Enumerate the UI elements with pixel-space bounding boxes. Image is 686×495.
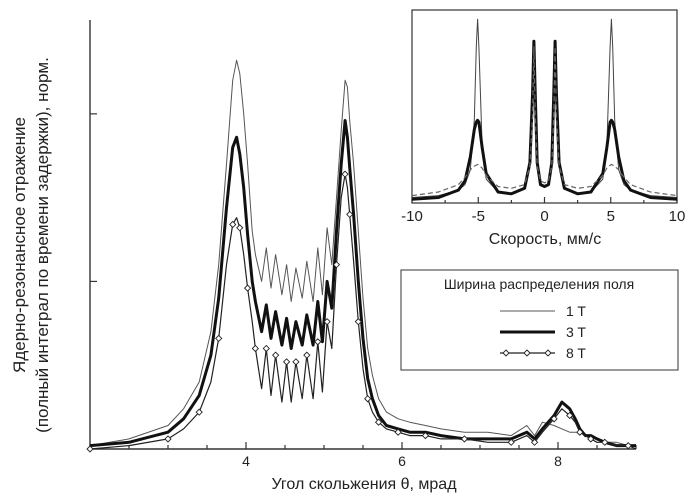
series-marker-8T: [262, 344, 270, 353]
inset-axes: [411, 9, 678, 204]
inset-series-line-dashed: [411, 46, 678, 197]
x-tick-label: 8: [554, 453, 562, 469]
series-marker-8T: [460, 435, 469, 443]
y-axis-label-line-2: (полный интеграл по времени задержки), н…: [33, 57, 52, 433]
series-marker-8T: [215, 334, 223, 343]
series-marker-8T: [229, 220, 237, 229]
inset-x-tick-label: 0: [540, 208, 548, 225]
series-marker-8T: [354, 318, 362, 326]
inset-x-tick-label: -10: [401, 208, 423, 225]
inset-series-line-thick: [411, 39, 678, 201]
series-marker-8T: [624, 442, 632, 450]
series-marker-8T: [86, 445, 94, 453]
legend-marker: [544, 349, 552, 357]
series-marker-8T: [303, 351, 311, 359]
inset-x-tick-label: 5: [607, 208, 615, 225]
series-line-1T: [89, 59, 636, 447]
legend-title: Ширина распределения поля: [444, 276, 634, 292]
series-marker-8T: [236, 224, 244, 232]
series-marker-8T: [507, 438, 515, 446]
legend: Ширина распределения поля 1 T 3 T 8 T: [400, 269, 679, 371]
series-marker-8T: [292, 358, 300, 366]
series-marker-8T: [576, 428, 584, 436]
series-marker-8T: [341, 170, 349, 178]
series-marker-8T: [282, 358, 291, 366]
series-marker-8T: [272, 351, 280, 359]
series-marker-8T: [314, 338, 322, 346]
legend-label: 1 T: [566, 303, 586, 319]
legend-marker: [523, 349, 531, 357]
main-ticks: 4 6 8: [89, 113, 637, 469]
series-marker-8T: [421, 431, 430, 440]
x-tick-label: 4: [242, 453, 250, 469]
x-tick-label: 6: [398, 453, 406, 469]
series-marker-8T: [374, 418, 383, 426]
series-marker-8T: [364, 395, 372, 403]
inset-chart: -10 -5 0 5 10 Скорость, мм/с: [401, 9, 685, 248]
series-marker-8T: [346, 210, 354, 219]
series-marker-8T: [195, 408, 203, 416]
inset-series: [411, 18, 678, 201]
inset-x-axis-label: Скорость, мм/с: [489, 231, 601, 248]
x-axis-label: Угол скольжения θ, мрад: [271, 476, 457, 493]
series-line-3T: [89, 119, 636, 448]
series-marker-8T: [164, 435, 172, 443]
legend-entries: 1 T 3 T 8 T: [500, 303, 586, 361]
series-marker-8T: [332, 261, 341, 269]
series-marker-8T: [601, 438, 609, 446]
main-chart: 4 6 8 Угол скольжения θ, мрад Ядерно-резон…: [10, 20, 637, 493]
series-marker-8T: [587, 435, 595, 443]
series-marker-8T: [530, 438, 539, 446]
legend-marker: [502, 349, 510, 357]
y-axis-label-line-1: Ядерно-резонансное отражение: [10, 117, 29, 373]
series-marker-8T: [243, 284, 252, 292]
series-marker-8T: [251, 344, 259, 353]
inset-ticks: -10 -5 0 5 10: [401, 197, 685, 225]
series-line-8T: [89, 173, 637, 450]
series-marker-8T: [550, 415, 558, 423]
main-series: [86, 59, 637, 453]
legend-label: 8 T: [566, 345, 586, 361]
series-marker-8T: [394, 428, 402, 436]
inset-frame: [411, 9, 678, 204]
series-marker-8T: [323, 318, 331, 326]
inset-x-tick-label: 10: [669, 208, 686, 225]
legend-label: 3 T: [566, 324, 586, 340]
series-marker-8T: [566, 411, 574, 420]
inset-x-tick-label: -5: [472, 208, 485, 225]
